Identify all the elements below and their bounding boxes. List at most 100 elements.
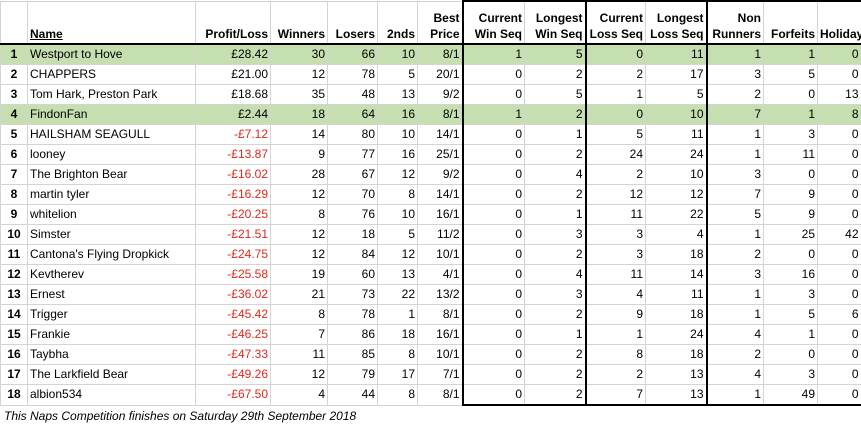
header-forfeits: Forfeits <box>763 0 818 45</box>
cell-winners: 8 <box>270 204 328 225</box>
cell-current-loss-seq: 7 <box>585 384 646 406</box>
cell-non-runners: 4 <box>706 364 764 385</box>
cell-losers: 78 <box>327 64 378 85</box>
cell-profit-loss: £21.00 <box>195 64 271 85</box>
cell-winners: 28 <box>270 164 328 185</box>
cell-2nds: 5 <box>377 224 418 245</box>
header-pos <box>0 0 28 45</box>
table-row: 2 CHAPPERS £21.00 12 78 5 20/1 0 2 2 17 3 5 0 <box>0 64 861 85</box>
cell-profit-loss: -£20.25 <box>195 204 271 225</box>
cell-longest-loss-seq: 22 <box>645 204 708 225</box>
cell-forfeits: 9 <box>763 204 818 225</box>
cell-name: FindonFan <box>27 104 196 125</box>
cell-best-price: 7/1 <box>417 364 463 385</box>
table-row: 8 martin tyler -£16.29 12 70 8 14/1 0 2 12 12 7 9 0 <box>0 184 861 205</box>
cell-longest-win-seq: 2 <box>524 384 587 406</box>
table-row: 9 whitelion -£20.25 8 76 10 16/1 0 1 11 22 5 9 0 <box>0 204 861 225</box>
cell-name: CHAPPERS <box>27 64 196 85</box>
cell-profit-loss: -£16.29 <box>195 184 271 205</box>
cell-name: Westport to Hove <box>27 43 196 65</box>
cell-current-win-seq: 0 <box>461 144 525 165</box>
cell-longest-win-seq: 1 <box>524 124 587 145</box>
cell-losers: 44 <box>327 384 378 406</box>
cell-longest-loss-seq: 5 <box>645 84 708 105</box>
table-row: 10 Simster -£21.51 12 18 5 11/2 0 3 3 4 1 25 42 <box>0 224 861 245</box>
cell-longest-loss-seq: 11 <box>645 124 708 145</box>
cell-best-price: 8/1 <box>417 304 463 325</box>
cell-current-win-seq: 0 <box>461 64 525 85</box>
cell-position: 16 <box>0 344 28 365</box>
cell-losers: 70 <box>327 184 378 205</box>
cell-profit-loss: -£21.51 <box>195 224 271 245</box>
cell-losers: 85 <box>327 344 378 365</box>
header-current-win-seq: Current Win Seq <box>461 0 525 45</box>
cell-longest-loss-seq: 18 <box>645 244 708 265</box>
cell-holiday: 0 <box>817 344 861 365</box>
cell-name: HAILSHAM SEAGULL <box>27 124 196 145</box>
cell-longest-win-seq: 2 <box>524 244 587 265</box>
cell-winners: 19 <box>270 264 328 285</box>
cell-current-loss-seq: 1 <box>585 84 646 105</box>
cell-forfeits: 0 <box>763 164 818 185</box>
table-row: 13 Ernest -£36.02 21 73 22 13/2 0 3 4 11 1 3 0 <box>0 284 861 305</box>
cell-forfeits: 3 <box>763 284 818 305</box>
cell-current-win-seq: 0 <box>461 244 525 265</box>
header-winners: Winners <box>270 0 328 45</box>
cell-losers: 60 <box>327 264 378 285</box>
cell-2nds: 22 <box>377 284 418 305</box>
cell-longest-loss-seq: 10 <box>645 104 708 125</box>
table-row: 3 Tom Hark, Preston Park £18.68 35 48 13 9/2 0 5… <box>0 84 861 105</box>
cell-holiday: 0 <box>817 184 861 205</box>
cell-longest-win-seq: 3 <box>524 224 587 245</box>
header-profit-loss: Profit/Loss <box>195 0 271 45</box>
cell-non-runners: 7 <box>706 184 764 205</box>
cell-holiday: 0 <box>817 244 861 265</box>
cell-non-runners: 1 <box>706 124 764 145</box>
cell-position: 9 <box>0 204 28 225</box>
cell-non-runners: 3 <box>706 264 764 285</box>
cell-position: 5 <box>0 124 28 145</box>
cell-non-runners: 7 <box>706 104 764 125</box>
cell-position: 1 <box>0 43 28 65</box>
cell-longest-win-seq: 3 <box>524 284 587 305</box>
cell-2nds: 12 <box>377 164 418 185</box>
cell-current-loss-seq: 1 <box>585 324 646 345</box>
cell-current-loss-seq: 12 <box>585 184 646 205</box>
cell-losers: 18 <box>327 224 378 245</box>
table-row: 18 albion534 -£67.50 4 44 8 8/1 0 2 7 13 1 49 0 <box>0 384 861 406</box>
cell-losers: 48 <box>327 84 378 105</box>
cell-2nds: 13 <box>377 84 418 105</box>
cell-current-win-seq: 0 <box>461 124 525 145</box>
cell-forfeits: 5 <box>763 304 818 325</box>
cell-name: albion534 <box>27 384 196 406</box>
cell-2nds: 10 <box>377 204 418 225</box>
cell-position: 10 <box>0 224 28 245</box>
cell-losers: 66 <box>327 43 378 65</box>
cell-longest-win-seq: 5 <box>524 43 587 65</box>
cell-name: martin tyler <box>27 184 196 205</box>
cell-2nds: 8 <box>377 384 418 406</box>
cell-holiday: 0 <box>817 124 861 145</box>
cell-profit-loss: -£46.25 <box>195 324 271 345</box>
cell-longest-loss-seq: 24 <box>645 144 708 165</box>
cell-profit-loss: £18.68 <box>195 84 271 105</box>
cell-losers: 79 <box>327 364 378 385</box>
cell-current-win-seq: 0 <box>461 344 525 365</box>
cell-forfeits: 1 <box>763 43 818 65</box>
cell-losers: 80 <box>327 124 378 145</box>
cell-profit-loss: -£25.58 <box>195 264 271 285</box>
cell-longest-win-seq: 2 <box>524 364 587 385</box>
cell-longest-loss-seq: 18 <box>645 344 708 365</box>
table-row: 5 HAILSHAM SEAGULL -£7.12 14 80 10 14/1 0 1 5 11 1 3… <box>0 124 861 145</box>
cell-non-runners: 3 <box>706 164 764 185</box>
table-row: 6 looney -£13.87 9 77 16 25/1 0 2 24 24 1 11 0 <box>0 144 861 165</box>
cell-holiday: 0 <box>817 43 861 65</box>
cell-longest-win-seq: 2 <box>524 64 587 85</box>
cell-winners: 30 <box>270 43 328 65</box>
cell-name: Trigger <box>27 304 196 325</box>
cell-best-price: 25/1 <box>417 144 463 165</box>
cell-current-loss-seq: 8 <box>585 344 646 365</box>
cell-best-price: 9/2 <box>417 164 463 185</box>
cell-name: Taybha <box>27 344 196 365</box>
cell-2nds: 10 <box>377 43 418 65</box>
